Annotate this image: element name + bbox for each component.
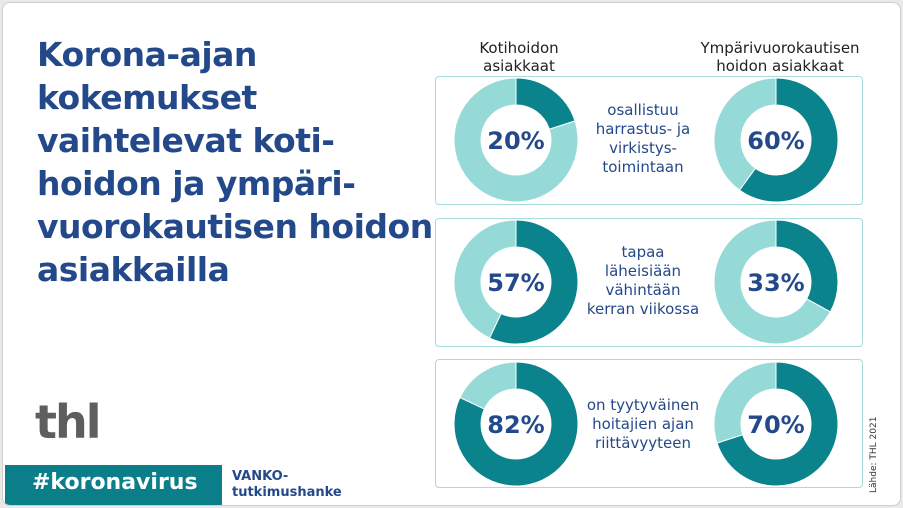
project-label: VANKO- tutkimushanke [232, 469, 342, 501]
label-line: vähintään [605, 281, 681, 299]
donut-value-label: 20% [487, 127, 544, 155]
donut-remainder-slice [713, 77, 777, 191]
label-line: kerran viikossa [586, 300, 700, 318]
donut-remainder-slice [713, 219, 832, 345]
donut-value-slice [738, 77, 839, 203]
header-line: Ympärivuorokautisen [700, 39, 860, 57]
title-line: hoidon ja ympäri- [37, 164, 356, 203]
label-line: läheisiään [604, 262, 682, 280]
column-header-ymparivuorokautinen: Ympärivuorokautisen hoidon asiakkaat [685, 39, 875, 75]
label-line: virkistys- [609, 139, 677, 157]
label-line: tapaa [621, 243, 665, 261]
row-label: tapaa läheisiään vähintään kerran viikos… [563, 243, 723, 319]
project-line: tutkimushanke [232, 485, 342, 500]
donut-value-label: 82% [487, 411, 544, 439]
donut-value-label: 70% [747, 411, 804, 439]
header-line: asiakkaat [483, 57, 555, 75]
title-line: kokemukset [37, 78, 257, 117]
row-label: on tyytyväinen hoitajien ajan riittävyyt… [563, 396, 723, 453]
title-line: vuorokautisen hoidon [37, 207, 433, 246]
donut-value-label: 60% [747, 127, 804, 155]
header-line: Kotihoidon [479, 39, 559, 57]
title-line: Korona-ajan [37, 35, 257, 74]
hashtag: #koronavirus [32, 470, 198, 495]
row-panel [435, 76, 863, 205]
row-panel [435, 359, 863, 488]
row-panel [435, 218, 863, 347]
donut-remainder-slice [453, 219, 517, 339]
column-header-kotihoito: Kotihoidon asiakkaat [453, 39, 585, 75]
title-line: vaihtelevat koti- [37, 121, 335, 160]
thl-logo: thl [35, 395, 102, 449]
title-line: asiakkailla [37, 250, 230, 289]
label-line: hoitajien ajan [592, 415, 694, 433]
page-title: Korona-ajan kokemukset vaihtelevat koti-… [37, 33, 437, 291]
donut-value-slice [716, 361, 839, 487]
donut-value-slice [775, 219, 839, 313]
donut-value-slice [453, 361, 579, 487]
donut-value-slice [515, 77, 576, 130]
label-line: on tyytyväinen [586, 396, 700, 414]
donut-remainder-slice [453, 77, 579, 203]
row-label: osallistuu harrastus- ja virkistys- toim… [563, 101, 723, 177]
project-line: VANKO- [232, 469, 289, 484]
label-line: riittävyyteen [595, 434, 691, 452]
label-line: harrastus- ja [595, 120, 691, 138]
donut-value-slice [488, 219, 579, 345]
label-line: toimintaan [602, 158, 684, 176]
donut-value-label: 57% [487, 269, 544, 297]
label-line: osallistuu [607, 101, 679, 119]
donut-value-label: 33% [747, 269, 804, 297]
hashtag-banner: #koronavirus [5, 465, 222, 505]
header-line: hoidon asiakkaat [716, 57, 844, 75]
